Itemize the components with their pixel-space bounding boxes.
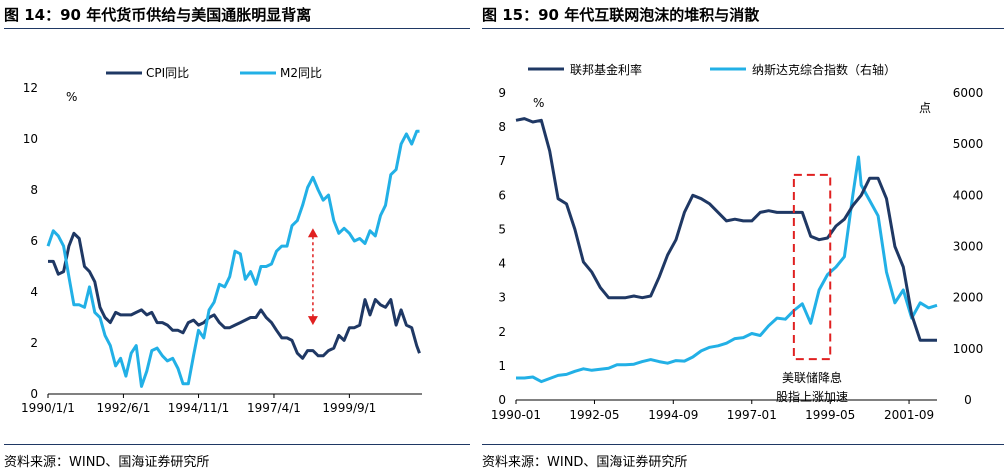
- y-tick-label: 7: [498, 154, 506, 168]
- y-tick-label: 4: [498, 257, 506, 271]
- x-tick-label: 1994/11/1: [168, 401, 230, 415]
- title-rule: [482, 28, 1004, 29]
- y2-tick-label: 5000: [953, 137, 984, 151]
- source-note: 资料来源：WIND、国海证券研究所: [482, 455, 688, 470]
- line-chart-left: 0 2 4 6 8 10 12% 1990/1/1 1992/6/1 1994/11/1 1997/…: [21, 66, 422, 415]
- x-tick-label: 1997-01: [727, 408, 777, 422]
- annotation-text-line1: 美联储降息: [782, 370, 842, 385]
- y2-tick-label: 2000: [953, 291, 984, 305]
- legend-label: 纳斯达克综合指数（右轴）: [752, 62, 896, 77]
- y-tick-label: 9: [498, 86, 506, 100]
- legend-label: 联邦基金利率: [570, 62, 642, 77]
- y2-unit-label: 点: [919, 101, 931, 115]
- series-line-1: [48, 231, 421, 360]
- annotation-text-line2: 股指上涨加速: [776, 389, 848, 404]
- x-tick-label: 1994-09: [648, 408, 698, 422]
- y2-tick-label: 4000: [953, 188, 984, 202]
- line-chart-right: 0 1 2 3 4 5 6 7 8 9 0 1000 2000 3000 4000 5000 6000% 点 199…: [491, 62, 984, 422]
- y-tick-label: 2: [498, 325, 506, 339]
- y-tick-label: 5: [498, 222, 506, 236]
- y-tick-label: 3: [498, 291, 506, 305]
- annotation-box: [792, 173, 832, 361]
- y-tick-label: 8: [498, 120, 506, 134]
- x-tick-label: 1990-01: [491, 408, 541, 422]
- y-unit-label: %: [66, 90, 77, 104]
- title-rule: [4, 28, 470, 29]
- x-tick-label: 1999/9/1: [322, 401, 376, 415]
- x-tick-label: 1999-05: [805, 408, 855, 422]
- y-tick-label: 0: [498, 393, 506, 407]
- source-rule: [4, 444, 470, 445]
- x-tick-label: 1997/4/1: [247, 401, 301, 415]
- x-tick-label: 1992/6/1: [96, 401, 150, 415]
- y-tick-label: 1: [498, 359, 506, 373]
- legend-label: CPI同比: [146, 66, 189, 80]
- y2-tick-label: 6000: [953, 86, 984, 100]
- chart-panel-left: 图 14：90 年代货币供给与美国通胀明显背离 0 2 4 6 8 10 12% 1990/1…: [0, 0, 470, 474]
- series-line-2: [46, 129, 420, 388]
- y-tick-label: 12: [23, 81, 38, 95]
- y-tick-label: 0: [30, 387, 38, 401]
- y-tick-label: 6: [498, 188, 506, 202]
- series-line-2: [516, 155, 938, 384]
- y2-tick-label: 0: [964, 393, 972, 407]
- y2-tick-label: 1000: [953, 342, 984, 356]
- annotation-arrow-head-down: [307, 316, 318, 326]
- y-tick-label: 10: [23, 132, 38, 146]
- y-tick-label: 6: [30, 234, 38, 248]
- chart-title: 图 14：90 年代货币供给与美国通胀明显背离: [4, 6, 312, 24]
- source-note: 资料来源：WIND、国海证券研究所: [4, 455, 210, 470]
- x-tick-label: 1990/1/1: [21, 401, 75, 415]
- y-unit-label: %: [533, 96, 544, 110]
- x-tick-label: 1992-05: [569, 408, 619, 422]
- annotation-arrow-head-up: [307, 228, 318, 238]
- chart-title: 图 15：90 年代互联网泡沫的堆积与消散: [482, 6, 760, 24]
- chart-panel-right: 图 15：90 年代互联网泡沫的堆积与消散 0 1 2 3 4 5 6 7 8 9 0 1000 200…: [478, 0, 1004, 474]
- y-tick-label: 8: [30, 183, 38, 197]
- y2-tick-label: 3000: [953, 240, 984, 254]
- y-tick-label: 2: [30, 336, 38, 350]
- source-rule: [482, 444, 1004, 445]
- legend-label: M2同比: [280, 66, 322, 80]
- x-tick-label: 2001-09: [884, 408, 934, 422]
- y-tick-label: 4: [30, 285, 38, 299]
- series-line-1: [515, 117, 937, 342]
